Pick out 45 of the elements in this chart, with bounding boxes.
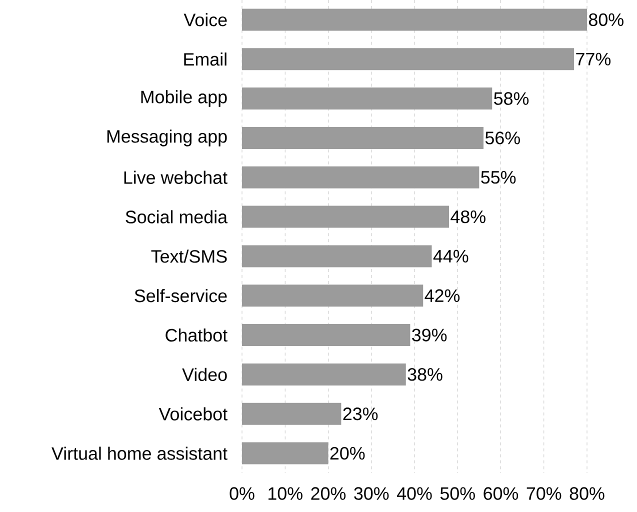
x-tick-label: 50% bbox=[440, 487, 475, 500]
y-tick-label: Email bbox=[184, 52, 226, 66]
data-label: 77% bbox=[576, 52, 611, 66]
bar bbox=[242, 442, 328, 464]
bar bbox=[242, 402, 342, 425]
x-tick-label: 80% bbox=[570, 487, 604, 500]
bar bbox=[242, 8, 587, 31]
x-tick-label: 70% bbox=[526, 487, 562, 500]
bar bbox=[242, 363, 406, 386]
y-tick-label: Chatbot bbox=[166, 328, 228, 342]
data-label: 42% bbox=[424, 289, 460, 302]
data-label: 44% bbox=[433, 250, 468, 262]
data-label: 38% bbox=[408, 368, 442, 381]
data-label: 55% bbox=[481, 171, 516, 184]
data-label: 20% bbox=[330, 446, 365, 460]
y-tick-label: Messaging app bbox=[107, 130, 227, 146]
data-label: 80% bbox=[588, 13, 624, 26]
data-label: 39% bbox=[412, 328, 447, 342]
bar bbox=[242, 48, 574, 70]
data-label: 48% bbox=[450, 210, 486, 224]
x-tick-label: 40% bbox=[396, 487, 432, 500]
data-label: 58% bbox=[494, 92, 529, 105]
x-tick-label: 60% bbox=[484, 487, 518, 500]
bar bbox=[242, 245, 432, 268]
bar bbox=[242, 126, 484, 149]
x-tick-label: 10% bbox=[268, 487, 302, 500]
data-label: 56% bbox=[485, 132, 520, 144]
data-label: 23% bbox=[343, 408, 378, 420]
x-tick-label: 20% bbox=[311, 487, 346, 500]
y-tick-label: Video bbox=[182, 368, 227, 382]
y-tick-label: Mobile app bbox=[141, 90, 227, 107]
x-tick-label: 0% bbox=[230, 487, 254, 500]
bar bbox=[242, 206, 449, 228]
y-tick-label: Text/SMS bbox=[151, 250, 227, 263]
bar bbox=[242, 324, 410, 346]
y-tick-label: Virtual home assistant bbox=[52, 446, 228, 460]
bar bbox=[242, 88, 492, 110]
x-tick-label: 30% bbox=[354, 487, 389, 500]
y-tick-label: Voice bbox=[184, 13, 227, 26]
y-tick-label: Self-service bbox=[134, 289, 227, 302]
bar bbox=[242, 166, 480, 188]
bar bbox=[242, 284, 424, 307]
y-tick-label: Social media bbox=[126, 210, 228, 224]
y-tick-label: Live webchat bbox=[124, 170, 228, 184]
y-tick-label: Voicebot bbox=[158, 407, 228, 420]
